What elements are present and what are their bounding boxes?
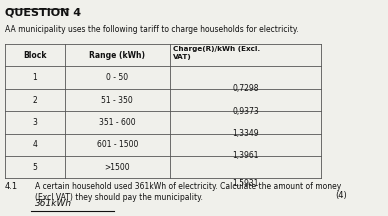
Text: AA municipality uses the following tariff to charge households for electricity.: AA municipality uses the following tarif… (5, 25, 298, 34)
Text: Block: Block (23, 51, 47, 60)
Text: 2: 2 (32, 95, 37, 105)
Text: 4.1: 4.1 (5, 182, 18, 191)
Text: 0,9373: 0,9373 (232, 107, 259, 116)
Text: 1,5931: 1,5931 (232, 179, 259, 189)
Text: 0 - 50: 0 - 50 (106, 73, 128, 82)
Text: Range (kWh): Range (kWh) (89, 51, 145, 60)
Text: 601 - 1500: 601 - 1500 (97, 140, 138, 149)
Text: 5: 5 (32, 163, 37, 172)
Text: 1,3349: 1,3349 (232, 129, 259, 138)
Text: 1,3961: 1,3961 (232, 151, 259, 160)
Text: QUESTION 4: QUESTION 4 (5, 8, 81, 18)
Text: Charge(R)/kWh (Excl.
VAT): Charge(R)/kWh (Excl. VAT) (173, 46, 261, 60)
Text: 3: 3 (32, 118, 37, 127)
Text: 51 - 350: 51 - 350 (101, 95, 133, 105)
Text: 1: 1 (32, 73, 37, 82)
Text: >1500: >1500 (104, 163, 130, 172)
Text: 361kWh: 361kWh (35, 199, 72, 208)
Text: 351 - 600: 351 - 600 (99, 118, 135, 127)
Text: 0,7298: 0,7298 (232, 84, 259, 93)
Text: A certain household used 361kWh of electricity. Calculate the amount of money
(E: A certain household used 361kWh of elect… (35, 182, 341, 202)
Text: (4): (4) (336, 191, 347, 200)
Text: 4: 4 (32, 140, 37, 149)
